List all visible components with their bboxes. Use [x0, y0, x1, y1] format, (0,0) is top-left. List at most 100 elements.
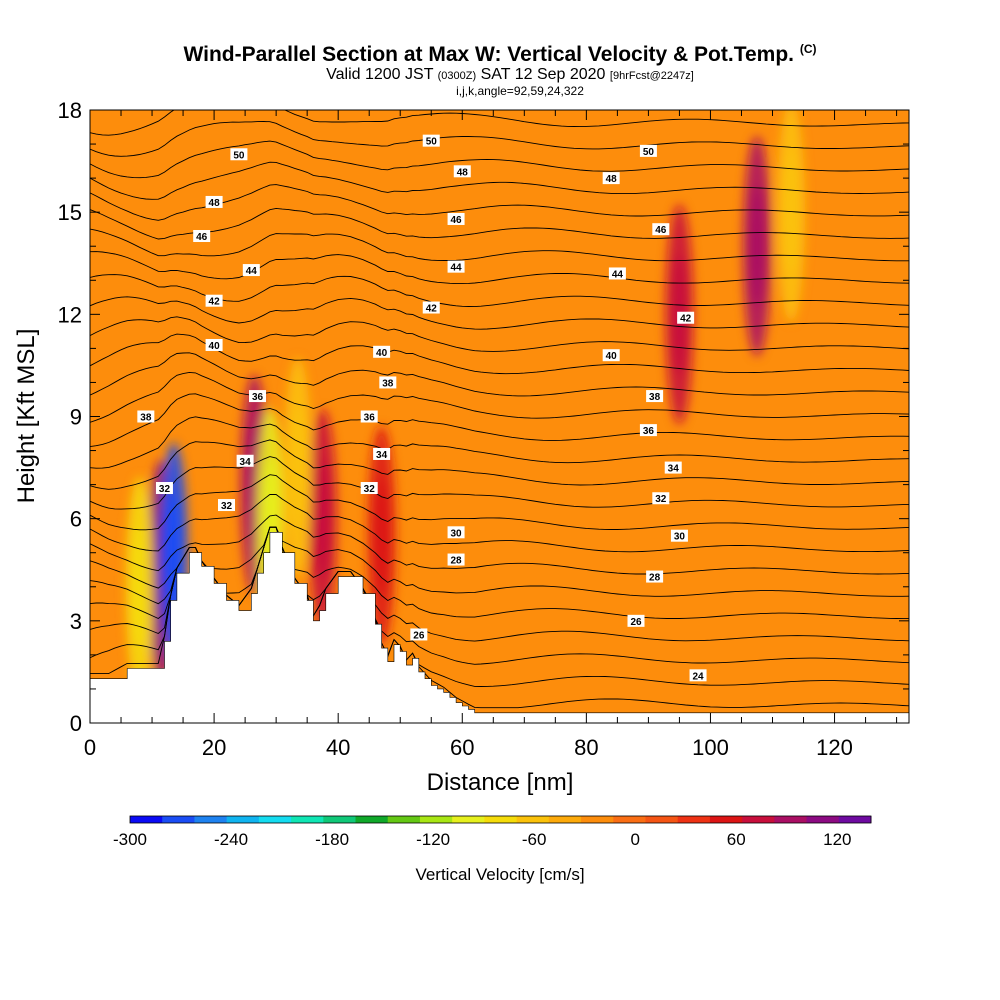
contour-label-bg [360, 482, 378, 495]
contour-label-text: 26 [630, 617, 642, 628]
contour-label-text: 38 [382, 378, 394, 389]
contour-label-bg [447, 260, 465, 273]
colorbar-swatch [258, 816, 292, 823]
contour-label-bg [646, 390, 664, 403]
contour-label-text: 46 [655, 225, 667, 236]
contour-label: 34 [664, 461, 682, 475]
section-params: i,j,k,angle=92,59,24,322 [456, 84, 584, 98]
contour-label: 50 [230, 148, 248, 161]
contour-label-bg [242, 264, 260, 277]
contour-label-bg [193, 230, 211, 243]
isentrope [90, 296, 909, 330]
colorbar-frame [129, 815, 872, 824]
isentrope [90, 371, 909, 423]
contour-label: 32 [218, 499, 235, 512]
valid-prefix: Valid 1200 JST [326, 66, 434, 83]
contour-label-text: 32 [364, 484, 376, 495]
contour-label: 36 [360, 410, 378, 424]
contour-label-text: 32 [221, 501, 233, 512]
contour-label-bg [205, 294, 223, 307]
colorbar-swatch [838, 816, 872, 823]
contour-label-bg [453, 165, 471, 178]
contour-label-bg [155, 482, 173, 495]
contour-label: 44 [608, 267, 626, 280]
colorbar-swatch [355, 816, 389, 823]
y-axis-label: Height [Kft MSL] [13, 329, 40, 504]
contour-label: 32 [652, 492, 670, 505]
contour-label: 36 [249, 390, 267, 403]
contour-label-text: 48 [209, 198, 221, 209]
chart-title-block: Wind-Parallel Section at Max W: Vertical… [0, 38, 1000, 97]
contour-label-bg [410, 628, 428, 641]
contour-label: 40 [205, 338, 223, 352]
colorbar-swatch [742, 816, 775, 823]
colorbar-swatch [130, 816, 163, 823]
colorbar-swatch [613, 816, 646, 823]
contour-label-text: 24 [692, 671, 704, 682]
contour-label-text: 30 [674, 532, 686, 543]
contour-label: 36 [639, 424, 657, 437]
colorbar-swatch [774, 816, 808, 823]
isentrope [90, 439, 909, 490]
colorbar-swatch [419, 816, 453, 823]
colorbar-swatch [709, 816, 743, 823]
contour-label: 46 [447, 212, 465, 226]
chart-title: Wind-Parallel Section at Max W: Vertical… [0, 38, 1000, 66]
isentrope [90, 228, 909, 262]
colorbar-tick-label: -120 [416, 830, 450, 849]
updraft-core-center [374, 475, 389, 596]
isentrope [90, 121, 909, 157]
contour-label: 34 [236, 454, 254, 468]
contour-label-bg [230, 148, 248, 161]
contour-label: 42 [677, 311, 695, 325]
contour-label-bg [652, 492, 670, 505]
y-tick-label: 12 [58, 302, 82, 327]
colorbar-tick-label: -180 [315, 830, 349, 849]
colorbar-swatch [581, 816, 614, 823]
isentrope [90, 184, 909, 221]
contour-label: 50 [639, 144, 657, 158]
contour-label-text: 36 [364, 413, 376, 424]
updraft-core-center [749, 186, 764, 307]
contour-label: 38 [137, 410, 155, 424]
updraft-core-center [315, 458, 330, 579]
contour-label: 48 [453, 165, 471, 178]
contour-label-text: 42 [209, 297, 221, 308]
isentrope [90, 333, 909, 375]
y-tick-label: 18 [58, 98, 82, 123]
isentrope [90, 251, 909, 285]
contour-label-bg [664, 461, 682, 474]
colorbar-swatch [806, 816, 840, 823]
colorbar-swatch [484, 816, 518, 823]
contour-label-text: 46 [451, 215, 463, 226]
contour-label-bg [608, 267, 626, 280]
contour-label-bg [373, 345, 391, 358]
y-tick-label: 6 [70, 507, 82, 532]
isentrope [90, 274, 909, 308]
contour-label-bg [360, 410, 378, 423]
x-tick-label: 120 [816, 735, 853, 760]
isentrope [90, 456, 909, 510]
contour-label-text: 36 [643, 426, 655, 437]
contour-label: 38 [379, 376, 397, 389]
contour-label-bg [652, 223, 670, 236]
valid-utc: (0300Z) [437, 70, 477, 82]
colorbar-swatch [645, 816, 679, 823]
copyright-mark: (C) [799, 42, 817, 56]
contour-label: 42 [205, 294, 223, 308]
contour-label-text: 34 [668, 464, 680, 475]
isentrope [90, 110, 909, 136]
colorbar-swatch [194, 816, 228, 823]
y-tick-label: 0 [70, 711, 82, 736]
contour-label: 48 [205, 195, 223, 209]
x-tick-label: 80 [574, 735, 598, 760]
x-tick-label: 60 [450, 735, 474, 760]
colorbar-swatch [452, 816, 485, 823]
isentrope [90, 352, 909, 397]
contour-label-bg [236, 454, 254, 467]
contour-label-text: 44 [612, 269, 624, 280]
contour-label-bg [447, 526, 465, 539]
valid-time-line: Valid 1200 JST (0300Z) SAT 12 Sep 2020 [… [20, 66, 1000, 85]
contour-label-text: 26 [413, 630, 425, 641]
